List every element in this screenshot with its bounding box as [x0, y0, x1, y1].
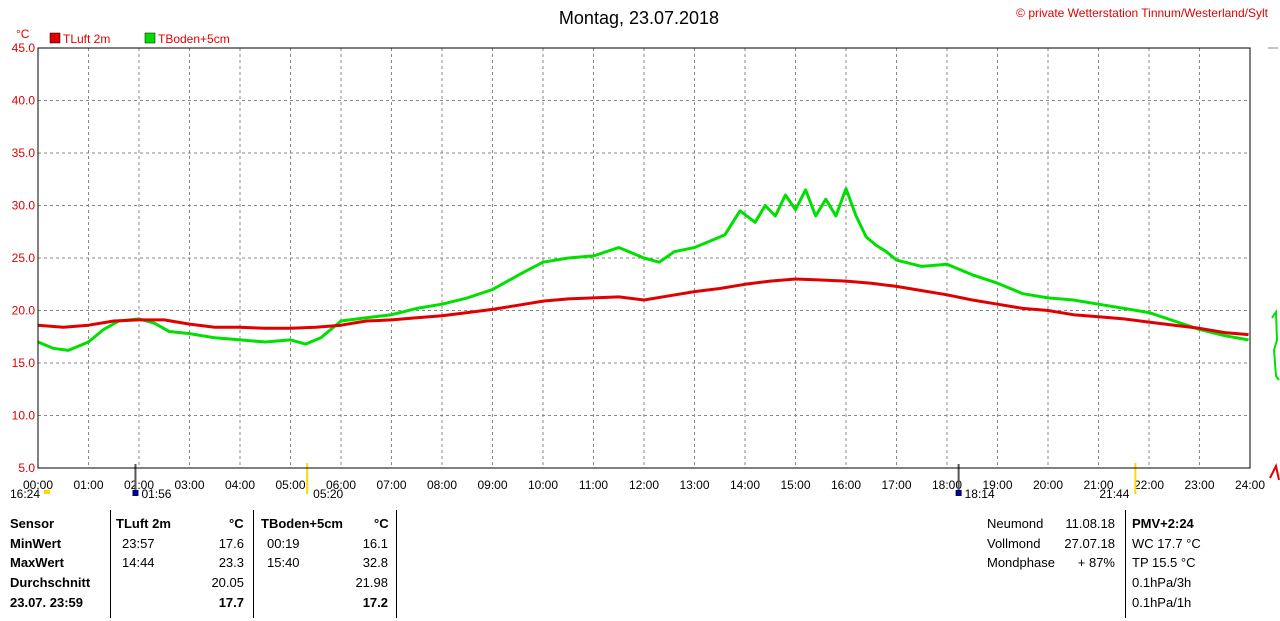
- series-lines: [37, 187, 1249, 352]
- chart-title: Montag, 23.07.2018: [559, 8, 719, 28]
- series-line-tluft-2m: [37, 277, 1249, 337]
- plot-frame: [37, 47, 1251, 469]
- divider: [253, 510, 254, 618]
- x-tick-label: 10:00: [528, 478, 558, 492]
- tluft-time: 23:57: [122, 536, 155, 551]
- x-tick-label: 00:00: [23, 478, 53, 492]
- row-label: MinWert: [10, 536, 62, 551]
- marker-time-label: 21:44: [1099, 487, 1129, 501]
- y-tick-label: 15.0: [12, 356, 36, 370]
- moon-value: 11.08.18: [1065, 516, 1115, 531]
- x-tick-label: 09:00: [477, 478, 507, 492]
- row-label: 23.07. 23:59: [10, 595, 84, 610]
- x-tick-label: 21:00: [1083, 478, 1113, 492]
- row-label: Durchschnitt: [10, 575, 91, 590]
- tboden-time: 15:40: [267, 555, 300, 570]
- marker-time-label: 05:20: [313, 487, 343, 501]
- legend-swatch-tluft: [49, 32, 61, 44]
- moon-label: Neumond: [987, 516, 1044, 531]
- moon-marker-icon: [955, 490, 962, 496]
- tboden-value: 16.1: [362, 536, 388, 551]
- divider: [396, 510, 397, 618]
- tluft-time: 14:44: [122, 555, 155, 570]
- moon-value: 27.07.18: [1064, 536, 1115, 551]
- x-tick-label: 19:00: [982, 478, 1012, 492]
- x-tick-label: 05:00: [275, 478, 305, 492]
- sun-markers: 16:24 01:56 05:20 18:14 21:44: [10, 463, 1137, 501]
- marker-time-label: 01:56: [141, 487, 171, 501]
- moon-label: Vollmond: [987, 536, 1041, 551]
- header-tboden: TBoden+5cm: [261, 516, 343, 531]
- tboden-time: 00:19: [267, 536, 300, 551]
- y-tick-label: 35.0: [12, 146, 36, 160]
- right-mini-red: [1269, 463, 1280, 481]
- windchill-value: WC 17.7 °C: [1132, 536, 1201, 551]
- y-tick-label: 40.0: [12, 94, 36, 108]
- y-axis-unit: °C: [16, 27, 30, 41]
- x-tick-label: 14:00: [730, 478, 760, 492]
- legend-swatch-tboden: [144, 32, 156, 44]
- y-tick-label: 45.0: [12, 41, 36, 55]
- header-tluft: TLuft 2m: [116, 516, 171, 531]
- marker-time-label: 16:24: [10, 487, 40, 501]
- x-axis-labels: 00:00 01:00 02:00 03:00 04:00 05:00 06:00 07:00…: [23, 478, 1265, 492]
- y-tick-label: 20.0: [12, 304, 36, 318]
- marker-time-label: 18:14: [965, 487, 995, 501]
- header-tluft-unit: °C: [229, 516, 244, 531]
- tluft-value: 20.05: [211, 575, 244, 590]
- x-tick-label: 18:00: [932, 478, 962, 492]
- x-tick-label: 01:00: [73, 478, 103, 492]
- y-tick-label: 5.0: [18, 461, 35, 475]
- tboden-value: 32.8: [362, 555, 388, 570]
- stats-panel: Sensor TLuft 2m °C TBoden+5cm °C MinWert…: [0, 510, 1280, 621]
- moon-marker-icon: [132, 490, 139, 496]
- tluft-value: 17.7: [218, 595, 244, 610]
- right-mini-green: [1271, 308, 1280, 381]
- x-tick-label: 17:00: [881, 478, 911, 492]
- dewpoint-value: TP 15.5 °C: [1132, 555, 1196, 570]
- divider: [1125, 510, 1126, 618]
- moon-label: Mondphase: [987, 555, 1055, 570]
- x-tick-label: 06:00: [326, 478, 356, 492]
- tluft-value: 23.3: [218, 555, 244, 570]
- sun-marker-icon: [44, 490, 50, 494]
- x-tick-label: 15:00: [780, 478, 810, 492]
- header-sensor: Sensor: [10, 516, 55, 531]
- copyright-text: © private Wetterstation Tinnum/Westerlan…: [1016, 6, 1269, 20]
- x-tick-label: 08:00: [427, 478, 457, 492]
- x-tick-label: 16:00: [831, 478, 861, 492]
- y-tick-label: 30.0: [12, 199, 36, 213]
- tboden-value: 17.2: [362, 595, 388, 610]
- y-axis-labels: 45.0 40.0 35.0 30.0 25.0 20.0 15.0 10.0 5.0: [12, 41, 36, 475]
- x-tick-label: 11:00: [579, 478, 608, 492]
- x-tick-label: 13:00: [679, 478, 709, 492]
- x-tick-label: 22:00: [1134, 478, 1164, 492]
- x-tick-label: 20:00: [1033, 478, 1063, 492]
- pressure-3h-value: 0.1hPa/3h: [1132, 575, 1192, 590]
- x-tick-label: 02:00: [124, 478, 154, 492]
- x-tick-label: 24:00: [1235, 478, 1265, 492]
- x-tick-label: 07:00: [376, 478, 406, 492]
- series-line-tboden-5cm: [37, 187, 1249, 352]
- pressure-1h-value: 0.1hPa/1h: [1132, 595, 1192, 610]
- legend-label-tboden: TBoden+5cm: [158, 32, 230, 46]
- x-tick-label: 04:00: [225, 478, 255, 492]
- header-tboden-unit: °C: [374, 516, 389, 531]
- y-tick-label: 25.0: [12, 251, 36, 265]
- x-tick-label: 12:00: [629, 478, 659, 492]
- x-tick-label: 03:00: [174, 478, 204, 492]
- tboden-value: 21.98: [355, 575, 388, 590]
- pmv-value: PMV+2:24: [1132, 516, 1194, 531]
- y-tick-label: 10.0: [12, 409, 36, 423]
- tluft-value: 17.6: [218, 536, 244, 551]
- moon-value: + 87%: [1077, 555, 1115, 570]
- row-label: MaxWert: [10, 555, 64, 570]
- divider: [110, 510, 111, 618]
- legend-label-tluft: TLuft 2m: [63, 32, 110, 46]
- x-tick-label: 23:00: [1184, 478, 1214, 492]
